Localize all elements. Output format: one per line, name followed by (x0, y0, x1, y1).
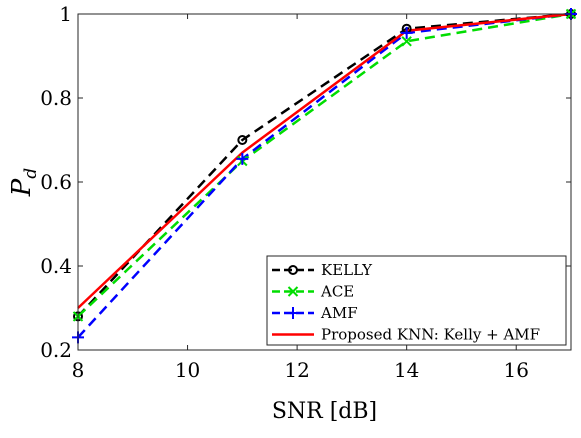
data-point-ace (401, 36, 412, 47)
series-line-proposed-knn-kelly-amf (77, 12, 572, 309)
lines-layer (77, 12, 572, 339)
x-tick-label: 8 (72, 358, 85, 382)
ticks-layer (77, 13, 571, 351)
legend-box (266, 255, 567, 346)
series-line-kelly (77, 12, 572, 318)
x-tick-label: 10 (175, 358, 200, 382)
x-tick-label: 16 (503, 358, 528, 382)
legend-label-proposed-knn-kelly-amf: Proposed KNN: Kelly + AMF (321, 326, 540, 344)
y-axis-title-sub: d (21, 168, 41, 179)
legend-entry-ace: ACE (272, 283, 354, 301)
legend-entry-amf: AMF (272, 304, 358, 322)
y-tick-label: 0.2 (40, 338, 72, 362)
data-point-amf (236, 152, 249, 165)
x-tick-label: 14 (394, 358, 419, 382)
legend-label-ace: ACE (320, 283, 354, 301)
y-tick-label: 0.4 (40, 254, 72, 278)
series-line-ace (77, 12, 572, 318)
y-axis-title-main: P (7, 178, 37, 197)
legend-entry-proposed-knn-kelly-amf: Proposed KNN: Kelly + AMF (272, 326, 540, 344)
legend-label-amf: AMF (320, 304, 358, 322)
tick-labels-layer: 8 10 12 14 16 0.2 0.4 0.6 0.8 1 (40, 2, 529, 382)
legend-marker-amf (287, 307, 299, 319)
y-tick-label: 0.8 (40, 86, 72, 110)
data-point-amf (400, 26, 413, 39)
y-tick-label: 0.6 (40, 170, 72, 194)
legend-marker-kelly (288, 265, 298, 275)
legend-entries: KELLY ACE AMF Proposed KNN: Kelly + AMF (272, 261, 540, 344)
y-tick-label: 1 (59, 2, 72, 26)
legend-entry-kelly: KELLY (272, 261, 373, 279)
legend-marker-ace (287, 286, 299, 297)
legend: KELLY ACE AMF Proposed KNN: Kelly + AMF (266, 255, 567, 346)
markers-layer (72, 8, 577, 344)
data-point-kelly (237, 135, 248, 145)
x-axis-title: SNR [dB] (272, 399, 377, 424)
x-tick-label: 12 (284, 358, 309, 382)
legend-label-kelly: KELLY (321, 261, 373, 279)
y-axis-title: Pd (7, 168, 41, 198)
